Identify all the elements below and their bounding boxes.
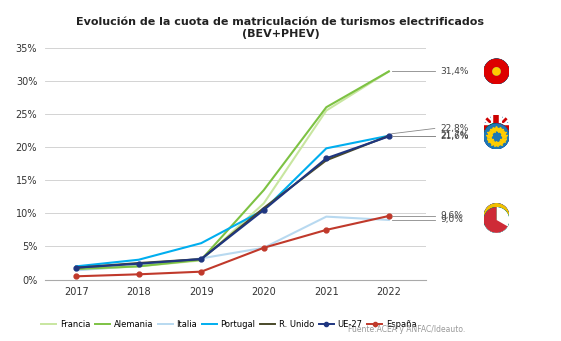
Italia	[198, 256, 205, 261]
Circle shape	[484, 203, 509, 229]
R. Unido	[323, 158, 330, 162]
Wedge shape	[484, 203, 509, 229]
España	[135, 272, 142, 276]
Wedge shape	[484, 58, 509, 84]
España	[198, 270, 205, 274]
Alemania	[73, 267, 80, 271]
Wedge shape	[484, 207, 508, 233]
Francia	[135, 264, 142, 268]
Wedge shape	[485, 207, 509, 233]
España	[260, 246, 267, 250]
Circle shape	[484, 207, 509, 233]
R. Unido	[260, 206, 267, 210]
Text: Fuente:ACEA y ANFAC/Ideauto.: Fuente:ACEA y ANFAC/Ideauto.	[348, 325, 465, 334]
Italia	[385, 218, 392, 222]
Circle shape	[484, 123, 509, 149]
Circle shape	[484, 207, 509, 233]
Portugal	[198, 241, 205, 245]
Circle shape	[484, 203, 509, 229]
Line: Italia: Italia	[76, 217, 389, 270]
Line: España: España	[73, 213, 391, 279]
Wedge shape	[492, 67, 501, 76]
Text: 9,0%: 9,0%	[440, 216, 463, 224]
Alemania	[385, 69, 392, 73]
Wedge shape	[484, 207, 509, 226]
Text: 9,6%: 9,6%	[440, 211, 463, 221]
Portugal	[260, 208, 267, 212]
UE-27	[385, 134, 392, 138]
Text: Evolución de la cuota de matriculación de turismos electrificados
(BEV+PHEV): Evolución de la cuota de matriculación d…	[76, 17, 485, 39]
Line: Portugal: Portugal	[76, 136, 389, 266]
Circle shape	[484, 58, 509, 84]
Circle shape	[484, 123, 509, 149]
Line: Francia: Francia	[76, 71, 389, 270]
Line: Alemania: Alemania	[76, 71, 389, 269]
Francia	[260, 201, 267, 205]
Francia	[323, 108, 330, 113]
R. Unido	[135, 261, 142, 265]
Portugal	[73, 264, 80, 268]
Text: 21,7%: 21,7%	[440, 131, 469, 140]
España	[73, 274, 80, 278]
España	[323, 228, 330, 232]
UE-27	[198, 257, 205, 261]
Text: 21,6%: 21,6%	[440, 132, 469, 141]
UE-27	[135, 262, 142, 266]
Francia	[385, 69, 392, 73]
Alemania	[323, 105, 330, 109]
Portugal	[385, 134, 392, 138]
UE-27	[323, 156, 330, 160]
Circle shape	[484, 116, 509, 142]
Italia	[135, 264, 142, 268]
UE-27	[73, 266, 80, 270]
Italia	[260, 246, 267, 250]
Wedge shape	[484, 123, 496, 149]
Alemania	[260, 188, 267, 192]
Circle shape	[484, 58, 509, 84]
Portugal	[135, 258, 142, 262]
Legend: Francia, Alemania, Italia, Portugal, R. Unido, UE-27, España: Francia, Alemania, Italia, Portugal, R. …	[42, 320, 416, 329]
Italia	[323, 214, 330, 219]
Circle shape	[493, 132, 500, 139]
Circle shape	[484, 123, 509, 149]
Circle shape	[484, 58, 509, 84]
Wedge shape	[496, 123, 509, 149]
R. Unido	[198, 257, 205, 261]
R. Unido	[73, 266, 80, 270]
Francia	[73, 268, 80, 272]
R. Unido	[385, 134, 392, 138]
Alemania	[198, 258, 205, 262]
Text: 22,8%: 22,8%	[440, 124, 469, 133]
Line: R. Unido: R. Unido	[76, 136, 389, 268]
Circle shape	[484, 116, 509, 142]
UE-27	[260, 208, 267, 212]
Alemania	[135, 264, 142, 268]
Francia	[198, 258, 205, 263]
Italia	[73, 268, 80, 272]
Text: 31,4%: 31,4%	[440, 67, 469, 76]
Line: UE-27: UE-27	[73, 134, 391, 270]
Portugal	[323, 146, 330, 150]
Circle shape	[484, 123, 509, 149]
España	[385, 214, 392, 218]
